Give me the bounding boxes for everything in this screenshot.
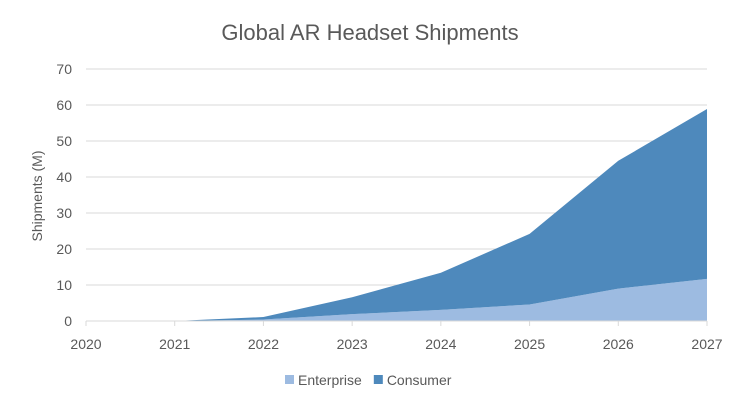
legend-label-consumer: Consumer [387,372,452,388]
x-tick-label: 2023 [337,336,368,352]
x-tick-label: 2021 [159,336,190,352]
x-tick-label: 2027 [691,336,722,352]
y-tick-label: 0 [64,313,72,329]
x-tick-label: 2025 [514,336,545,352]
y-tick-label: 50 [56,133,72,149]
legend-swatch-consumer [373,375,383,384]
y-tick-label: 70 [56,61,72,77]
x-tick-label: 2024 [425,336,456,352]
legend-swatch-enterprise [285,375,294,384]
x-tick-label: 2022 [248,336,279,352]
y-tick-label: 40 [56,169,72,185]
y-axis-label: Shipments (M) [29,150,45,241]
area-consumer [86,108,707,322]
y-tick-label: 10 [56,277,72,293]
x-tick-label: 2026 [603,336,634,352]
y-tick-label: 20 [56,241,72,257]
x-tick-label: 2020 [70,336,101,352]
chart-title: Global AR Headset Shipments [221,20,518,45]
y-tick-label: 30 [56,205,72,221]
legend-label-enterprise: Enterprise [298,372,362,388]
y-tick-label: 60 [56,97,72,113]
area-enterprise [86,278,707,321]
